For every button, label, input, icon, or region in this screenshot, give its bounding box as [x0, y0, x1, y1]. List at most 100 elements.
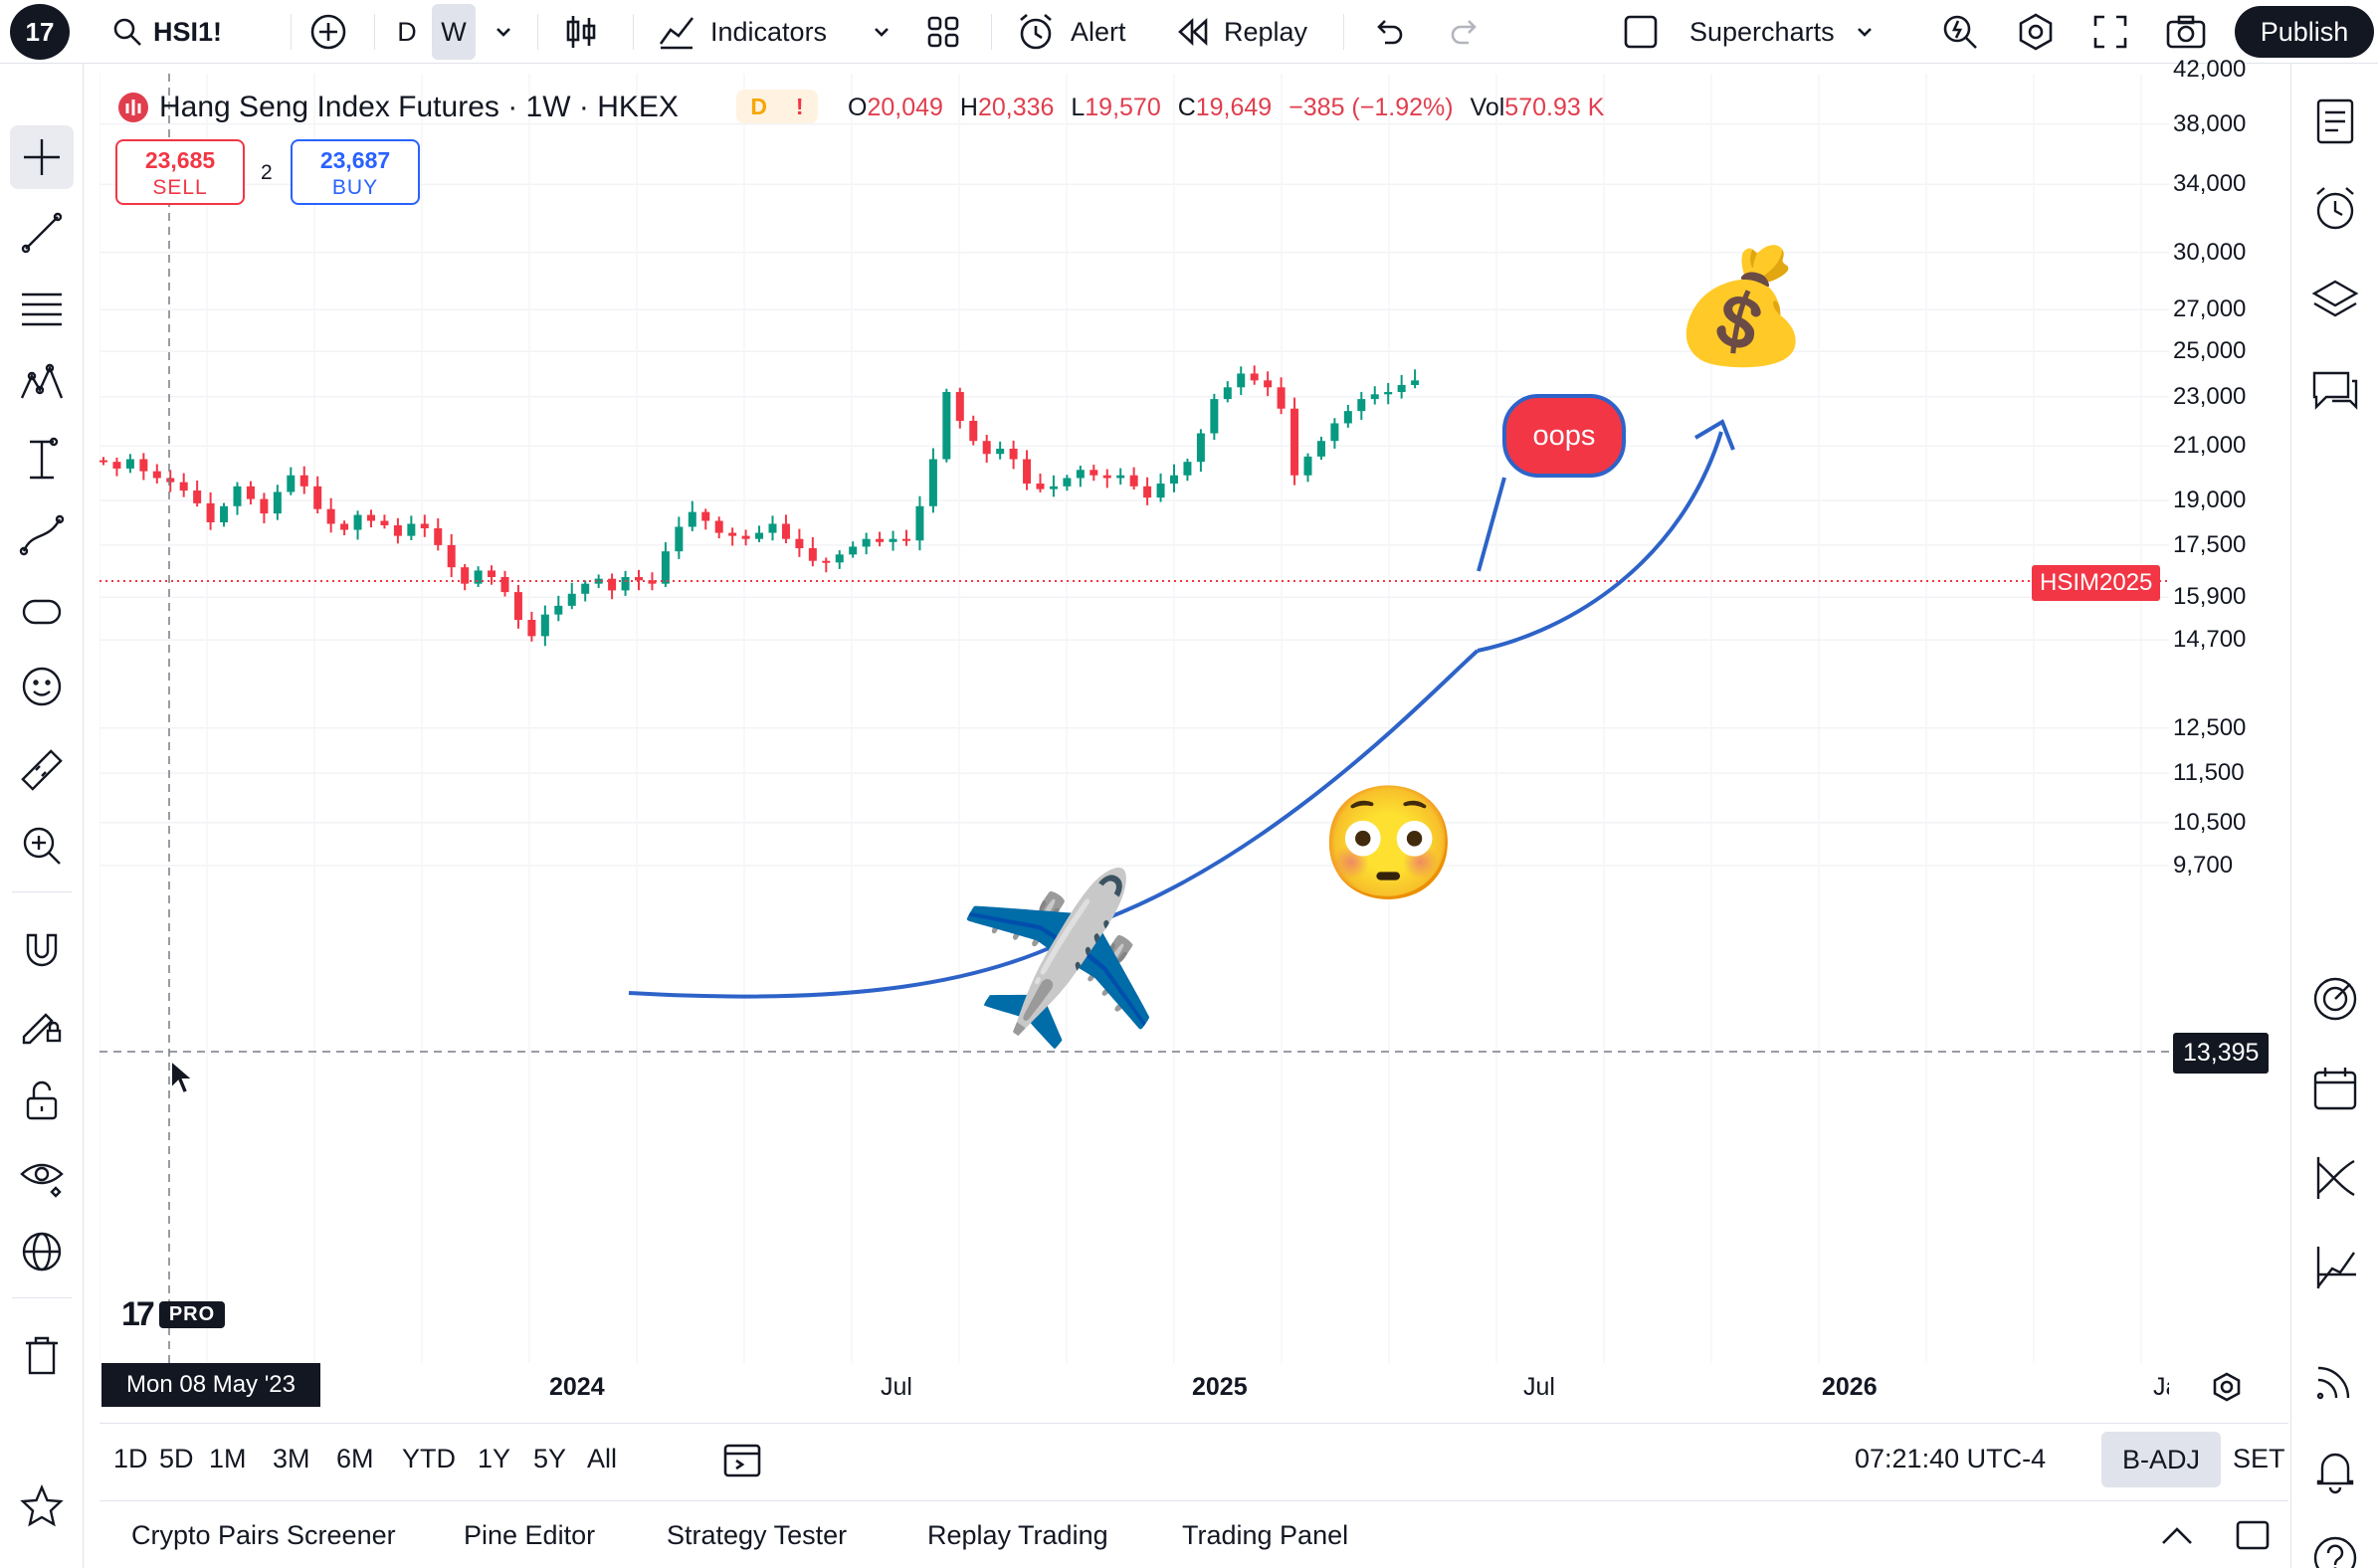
price-chart[interactable]: [99, 74, 2288, 1413]
buy-button[interactable]: 23,687 BUY: [291, 139, 420, 205]
settings-button[interactable]: [2016, 0, 2056, 64]
projection-tool[interactable]: [10, 428, 74, 491]
timezone-clock[interactable]: 07:21:40 UTC-4: [1855, 1443, 2047, 1473]
tab-crypto-pairs-screener[interactable]: Crypto Pairs Screener: [131, 1519, 396, 1550]
lock-drawings-tool[interactable]: [10, 1069, 74, 1132]
range-1m[interactable]: 1M: [209, 1443, 247, 1473]
fib-tool[interactable]: [10, 277, 74, 340]
zoom-tool[interactable]: [10, 814, 74, 878]
remove-drawings-tool[interactable]: [10, 1323, 74, 1387]
trend-line-tool[interactable]: [10, 201, 74, 265]
tab-pine-editor[interactable]: Pine Editor: [464, 1519, 596, 1550]
chart-pane[interactable]: Hang Seng Index Futures · 1W · HKEX D ! …: [99, 56, 2288, 1413]
collapse-panel-button[interactable]: [2159, 1501, 2195, 1568]
candle-body: [112, 462, 121, 469]
tradingview-logo[interactable]: 17: [10, 4, 70, 60]
patterns-tool[interactable]: [10, 352, 74, 416]
ideas-button[interactable]: [2303, 967, 2367, 1031]
range-6m[interactable]: 6M: [336, 1443, 374, 1473]
icon-tool[interactable]: [10, 655, 74, 718]
hide-drawings-tool[interactable]: [10, 1144, 74, 1208]
candles-icon: [566, 16, 596, 48]
object-tree-tool[interactable]: [10, 1220, 74, 1283]
candle-body: [125, 459, 134, 469]
tab-strategy-tester[interactable]: Strategy Tester: [667, 1519, 848, 1550]
pine-screener-button[interactable]: [2303, 1236, 2367, 1299]
range-ytd[interactable]: YTD: [402, 1443, 456, 1473]
candle-body: [152, 471, 161, 479]
indicators-dropdown[interactable]: [870, 0, 893, 64]
adjustment-button[interactable]: B-ADJ: [2101, 1432, 2221, 1487]
object-tree-button[interactable]: [2303, 269, 2367, 332]
candle-body: [313, 486, 322, 509]
range-1y[interactable]: 1Y: [478, 1443, 511, 1473]
price-axis-label: 34,000: [2173, 170, 2247, 198]
quick-search-icon: [1943, 15, 1977, 49]
undo-button[interactable]: [1371, 0, 1407, 64]
brush-tool[interactable]: [10, 503, 74, 567]
alert-button[interactable]: Alert: [1015, 0, 1126, 64]
go-to-date-button[interactable]: [722, 1424, 762, 1493]
favorites-tool[interactable]: [10, 1474, 74, 1538]
calendar-button[interactable]: [2303, 1057, 2367, 1120]
candle-body: [862, 538, 871, 547]
range-5d[interactable]: 5D: [159, 1443, 194, 1473]
templates-button[interactable]: [925, 0, 961, 64]
range-1d[interactable]: 1D: [113, 1443, 148, 1473]
ruler-tool[interactable]: [10, 738, 74, 802]
rising-curve-drawing[interactable]: [628, 649, 1480, 999]
publish-button[interactable]: Publish: [2235, 6, 2374, 58]
snapshot-button[interactable]: [2165, 0, 2207, 64]
options-button[interactable]: [2303, 1146, 2367, 1210]
redo-button[interactable]: [1447, 0, 1483, 64]
fullscreen-button[interactable]: [2091, 0, 2129, 64]
eye-icon: [20, 1163, 64, 1198]
tab-replay-trading[interactable]: Replay Trading: [927, 1519, 1108, 1550]
notifications-button[interactable]: [2303, 1439, 2367, 1502]
indicators-button[interactable]: Indicators: [657, 0, 827, 64]
candle-body: [220, 505, 229, 522]
candle-body: [434, 528, 443, 545]
data-badge[interactable]: D !: [736, 90, 818, 123]
alerts-button[interactable]: [2303, 177, 2367, 241]
pattern-icon: [20, 363, 64, 399]
chart-legend[interactable]: Hang Seng Index Futures · 1W · HKEX: [117, 88, 679, 127]
watchlist-button[interactable]: [2303, 90, 2367, 153]
axis-settings-button[interactable]: [2211, 1371, 2243, 1408]
text-tool[interactable]: [10, 579, 74, 643]
rising-curve-upper[interactable]: [1477, 431, 1723, 653]
tab-trading-panel[interactable]: Trading Panel: [1182, 1519, 1349, 1550]
signals-button[interactable]: [2303, 1349, 2367, 1413]
timeframe-dropdown[interactable]: [492, 0, 515, 64]
stay-drawing-tool[interactable]: [10, 993, 74, 1057]
candle-body: [648, 580, 657, 584]
compare-button[interactable]: [308, 0, 348, 64]
session-button[interactable]: SET: [2233, 1443, 2285, 1473]
maximize-panel-button[interactable]: [2235, 1501, 2271, 1568]
chart-type-button[interactable]: [563, 0, 599, 64]
chats-button[interactable]: [2303, 358, 2367, 422]
help-button[interactable]: [2303, 1526, 2367, 1568]
sell-button[interactable]: 23,685 SELL: [115, 139, 245, 205]
candle-body: [1370, 394, 1379, 400]
range-all[interactable]: All: [587, 1443, 618, 1473]
crosshair-tool[interactable]: [10, 125, 74, 189]
price-axis-label: 42,000: [2173, 56, 2247, 83]
candle-body: [1036, 484, 1045, 490]
symbol-search[interactable]: HSI1!: [111, 0, 222, 64]
oops-callout-drawing[interactable]: oops: [1502, 394, 1626, 478]
money-bag-emoji-drawing[interactable]: 💰: [1672, 244, 1811, 368]
timeframe-w[interactable]: W: [432, 4, 476, 60]
replay-button[interactable]: Replay: [1176, 0, 1307, 64]
trend-line-icon: [21, 212, 63, 254]
flushed-face-emoji-drawing[interactable]: 😳: [1319, 781, 1459, 905]
layout-button[interactable]: Supercharts: [1622, 0, 1877, 64]
range-3m[interactable]: 3M: [273, 1443, 310, 1473]
alarm-clock-icon: [2316, 187, 2354, 230]
magnet-tool[interactable]: [10, 917, 74, 981]
airplane-emoji-drawing[interactable]: ✈️: [951, 863, 1169, 1066]
price-axis-label: 19,000: [2173, 487, 2247, 513]
timeframe-d[interactable]: D: [397, 16, 417, 47]
quick-search-button[interactable]: [1940, 0, 1980, 64]
range-5y[interactable]: 5Y: [533, 1443, 567, 1473]
